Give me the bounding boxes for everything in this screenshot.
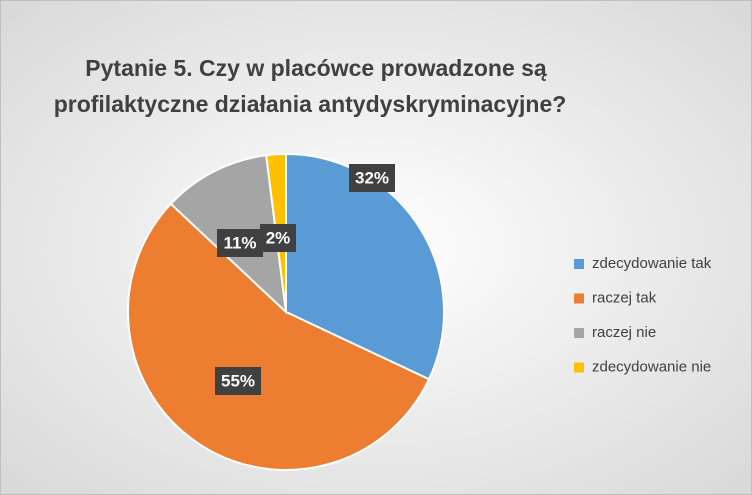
legend-label: raczej nie <box>592 324 656 341</box>
legend-label: zdecydowanie nie <box>592 358 711 375</box>
data-label: 11% <box>223 233 256 252</box>
data-label-box <box>260 224 296 252</box>
data-label-box <box>217 229 263 257</box>
legend-swatch <box>574 259 584 269</box>
legend-label: raczej tak <box>592 289 657 306</box>
legend-label: zdecydowanie tak <box>592 255 712 272</box>
data-label: 32% <box>355 168 389 187</box>
chart-title: Pytanie 5. Czy w placówce prowadzone są <box>85 55 547 81</box>
data-labels: 32% 55% 11% 2% <box>215 164 395 395</box>
pie-slice <box>285 152 445 381</box>
pie-slice <box>127 202 431 471</box>
legend: zdecydowanie tak raczej tak raczej nie zdec… <box>574 255 712 375</box>
data-label-box <box>215 367 261 395</box>
data-label: 55% <box>221 371 255 390</box>
legend-swatch <box>574 328 584 338</box>
data-label: 2% <box>266 228 291 247</box>
legend-swatch <box>574 293 584 304</box>
chart-title: profilaktyczne działania antydyskryminac… <box>54 91 567 117</box>
legend-swatch <box>574 362 584 373</box>
data-label-box <box>349 164 395 192</box>
pie <box>127 152 445 471</box>
